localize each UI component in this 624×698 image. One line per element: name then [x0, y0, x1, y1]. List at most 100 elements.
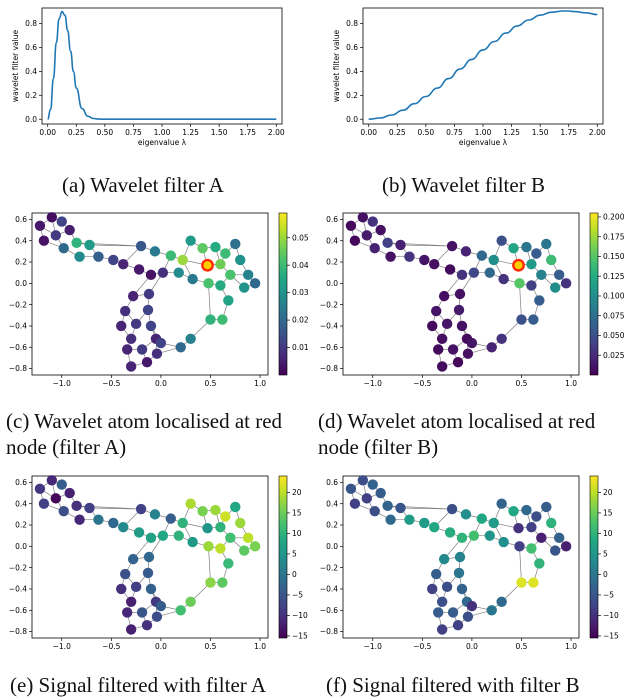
graph-node — [431, 305, 442, 317]
graph-node — [145, 269, 157, 281]
colorbar-tick-label: 15 — [292, 509, 302, 518]
graph-node — [429, 521, 440, 533]
graph-node — [217, 314, 228, 325]
graph-edge — [519, 283, 522, 320]
graph-node — [484, 530, 495, 541]
graph-edge — [519, 546, 522, 583]
graph-node — [56, 216, 67, 227]
colorbar-tick-label: 10 — [292, 529, 302, 538]
graph-node — [553, 269, 565, 281]
x-tick-label: 1.25 — [182, 128, 199, 137]
caption-e: (e) Signal filtered with filter A — [10, 673, 267, 697]
graph-node — [185, 596, 196, 607]
y-tick-label: −0.8 — [320, 627, 338, 636]
axes-frame — [342, 212, 580, 376]
graph-node — [120, 305, 131, 317]
colorbar-tick-label: 0.075 — [603, 311, 624, 320]
graph-node — [395, 239, 406, 251]
graph-node — [145, 583, 157, 595]
graph-node — [64, 487, 75, 499]
graph-node — [116, 583, 127, 595]
graph-node — [46, 212, 58, 223]
graph-node — [116, 320, 127, 332]
graph-node — [536, 269, 547, 281]
graph-node — [74, 514, 85, 525]
graph-node — [432, 344, 444, 355]
x-tick-label: 0.50 — [97, 128, 114, 137]
graph-node — [476, 250, 488, 261]
graph-node — [157, 267, 169, 278]
graph-node — [142, 304, 154, 316]
colorbar-tick-label: 0.200 — [603, 213, 624, 222]
x-tick-label: 1.75 — [239, 128, 256, 137]
caption-d-line2: node (filter B) — [318, 435, 439, 459]
graph-node — [220, 511, 231, 522]
graph-node — [187, 536, 198, 548]
x-tick-label: 0.5 — [205, 642, 217, 651]
colorbar-tick-label: −10 — [292, 611, 308, 620]
graph-node — [534, 558, 545, 569]
caption-b: (b) Wavelet filter B — [382, 173, 545, 197]
y-tick-label: −0.8 — [9, 364, 27, 373]
colorbar-tick-label: 20 — [292, 488, 302, 497]
x-tick-label: 1.00 — [154, 128, 171, 137]
graph-node — [249, 278, 261, 289]
graph-node — [541, 238, 552, 250]
graph-node — [460, 246, 472, 257]
graph-node — [385, 514, 396, 525]
graph-node — [454, 551, 466, 563]
graph-node — [516, 577, 527, 588]
x-tick-label: 0.5 — [516, 379, 528, 388]
graph-node — [135, 503, 147, 515]
colorbar — [589, 475, 599, 639]
highlighted-node — [203, 261, 212, 270]
graph-node — [446, 240, 458, 252]
x-tick-label: −0.5 — [102, 642, 120, 651]
graph-node — [521, 504, 532, 516]
graph-node — [155, 337, 167, 349]
graph-node — [235, 254, 246, 266]
x-tick-label: 1.75 — [560, 128, 577, 137]
graph-node — [513, 523, 524, 534]
graph-node — [456, 583, 468, 595]
graph-plot-d: −1.0 −0.5 0.0 0.5 1.0 0.6 0.4 0.2 0.0 −0.2 −0.4 −0.… — [320, 212, 624, 388]
graph-node — [431, 568, 442, 580]
graph-node — [145, 532, 157, 544]
x-tick-label: 0.5 — [205, 379, 217, 388]
x-tick-label: −1.0 — [364, 379, 382, 388]
graph-node — [375, 224, 386, 236]
graph-node — [225, 532, 236, 544]
graph-node — [136, 607, 148, 618]
y-tick-label: 0.6 — [326, 478, 338, 487]
graph-node — [436, 333, 448, 344]
graph-node — [173, 530, 184, 541]
graph-node — [486, 342, 497, 353]
x-tick-label: −1.0 — [364, 642, 382, 651]
colorbar — [278, 475, 288, 639]
graph-node — [34, 483, 46, 494]
graph-node — [546, 517, 557, 529]
graph-node — [235, 517, 246, 529]
graph-plot-e: −1.0 −0.5 0.0 0.5 1.0 0.6 0.4 0.2 0.0 −0.2 −0.4 −0.… — [9, 475, 308, 651]
graph-node — [249, 541, 261, 552]
caption-c-line2: node (filter A) — [6, 435, 127, 459]
graph-node — [550, 282, 561, 293]
axes-frame — [31, 212, 269, 376]
graph-node — [349, 235, 361, 246]
x-tick-label: 0.00 — [39, 128, 56, 137]
x-tick-label: 2.00 — [589, 128, 606, 137]
graph-node — [441, 318, 453, 330]
x-tick-label: −1.0 — [53, 642, 71, 651]
graph-edge — [400, 507, 453, 510]
graph-node — [84, 502, 95, 514]
graph-node — [466, 600, 478, 612]
graph-node — [230, 501, 241, 513]
y-tick-label: 0.2 — [346, 91, 358, 100]
graph-node — [38, 498, 50, 509]
y-tick-label: −0.2 — [9, 300, 27, 309]
y-tick-label: 0.0 — [326, 279, 338, 288]
x-tick-label: 0.0 — [466, 642, 478, 651]
graph-node — [453, 304, 465, 316]
colorbar-tick-label: 0 — [603, 570, 608, 579]
graph-node — [404, 514, 415, 525]
